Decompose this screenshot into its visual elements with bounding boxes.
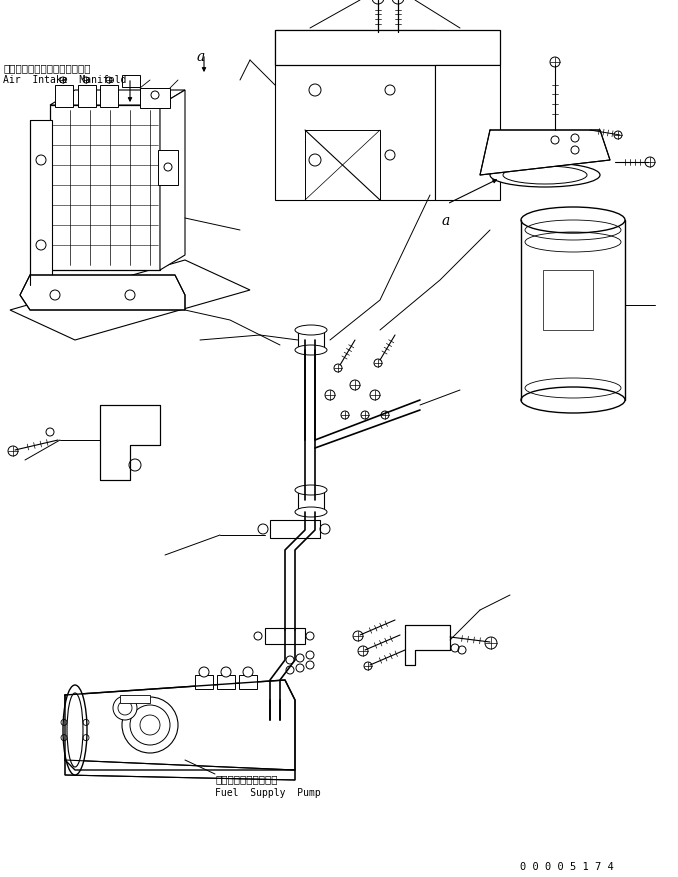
Ellipse shape [295, 325, 327, 335]
Text: Air  Intake  Manifold: Air Intake Manifold [3, 75, 126, 85]
Ellipse shape [521, 207, 625, 233]
Bar [217, 675, 235, 689]
Circle shape [122, 697, 178, 753]
Polygon shape [50, 105, 160, 270]
Bar [298, 490, 324, 512]
Polygon shape [435, 65, 500, 200]
Text: a: a [442, 214, 450, 228]
Polygon shape [20, 275, 185, 310]
Polygon shape [10, 260, 250, 340]
Ellipse shape [295, 345, 327, 355]
Bar [265, 628, 305, 644]
Bar [158, 150, 178, 185]
Text: フェルサブライポンプ: フェルサブライポンプ [215, 774, 277, 784]
Circle shape [243, 667, 253, 677]
Polygon shape [480, 130, 610, 175]
Circle shape [221, 667, 231, 677]
Polygon shape [275, 30, 435, 200]
Polygon shape [50, 90, 185, 105]
Polygon shape [65, 680, 295, 770]
Polygon shape [405, 625, 450, 665]
Bar [78, 85, 96, 107]
Bar [543, 270, 593, 330]
Polygon shape [305, 130, 380, 200]
Polygon shape [30, 120, 52, 285]
Polygon shape [160, 90, 185, 270]
Bar [120, 695, 150, 703]
Polygon shape [65, 760, 295, 780]
Text: エアーインテークマニホールド: エアーインテークマニホールド [3, 63, 90, 73]
Bar [270, 520, 320, 538]
Bar [140, 88, 170, 108]
Bar [122, 75, 140, 87]
Circle shape [199, 667, 209, 677]
Bar [100, 85, 118, 107]
Ellipse shape [63, 685, 87, 775]
Polygon shape [275, 30, 500, 65]
Text: Fuel  Supply  Pump: Fuel Supply Pump [215, 788, 321, 798]
Polygon shape [100, 405, 160, 480]
Text: 0 0 0 0 5 1 7 4: 0 0 0 0 5 1 7 4 [520, 862, 614, 872]
Bar [298, 330, 324, 350]
Bar [239, 675, 257, 689]
Text: a: a [197, 50, 205, 64]
Bar [55, 85, 73, 107]
Circle shape [113, 696, 137, 720]
Bar [195, 675, 213, 689]
Ellipse shape [295, 485, 327, 495]
Ellipse shape [490, 163, 600, 187]
Ellipse shape [521, 387, 625, 413]
Ellipse shape [295, 507, 327, 517]
